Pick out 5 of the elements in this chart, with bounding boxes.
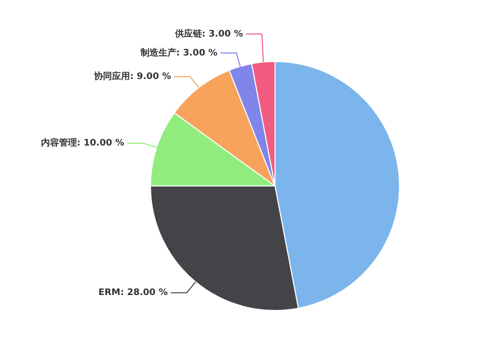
slice-label: ERM: 28.00 % <box>98 288 168 298</box>
slice-label: 协同应用: 9.00 % <box>93 70 172 82</box>
slice-label: 制造生产: 3.00 % <box>139 47 218 58</box>
slice-label: 内容管理: 10.00 % <box>40 138 124 149</box>
slice-label: 供应链: 3.00 % <box>174 28 243 40</box>
